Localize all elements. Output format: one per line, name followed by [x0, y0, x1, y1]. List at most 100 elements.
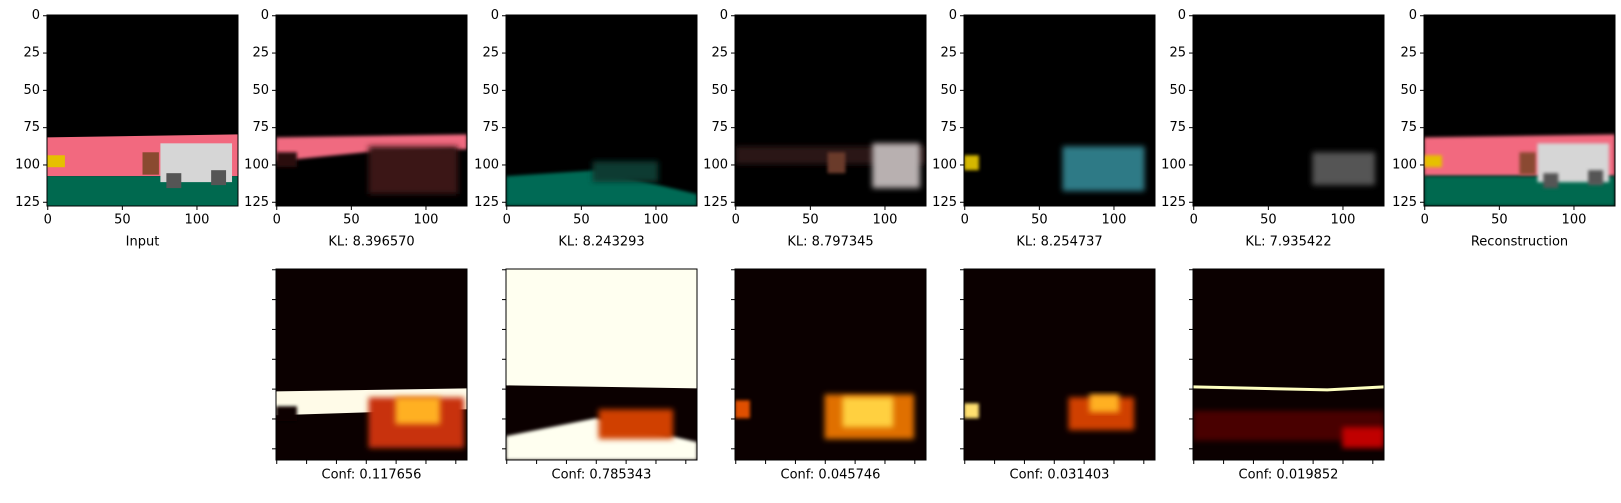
- image: [964, 146, 1145, 192]
- axes-frame: [505, 268, 698, 461]
- axes-frame: [505, 14, 698, 207]
- image-region: [276, 406, 297, 422]
- y-tick-label: 100: [932, 157, 957, 172]
- x-axis-label: KL: 7.935422: [1245, 235, 1331, 250]
- y-tick-label: 125: [15, 195, 40, 210]
- panel: 0 50 100 0 25 50 75 100 125 KL: 8.396570: [244, 8, 468, 250]
- y-tick-label: 25: [482, 46, 499, 61]
- x-tick-label: 50: [1491, 213, 1508, 228]
- image: [1424, 134, 1615, 206]
- image-region: [506, 170, 697, 206]
- x-axis-label: Conf: 0.045746: [781, 468, 881, 483]
- x-tick-label: 50: [573, 213, 590, 228]
- axes-frame: [275, 14, 468, 207]
- axes-frame: [963, 14, 1156, 207]
- y-tick-label: 125: [474, 195, 499, 210]
- y-tick-label: 0: [1178, 8, 1186, 23]
- image-region: [47, 155, 65, 168]
- y-tick-label: 0: [949, 8, 957, 23]
- image-region: [592, 161, 659, 183]
- image: [1193, 385, 1384, 449]
- x-tick-label: 0: [273, 213, 281, 228]
- y-tick-label: 25: [252, 46, 269, 61]
- image-region: [827, 152, 846, 174]
- x-axis-label: KL: 8.396570: [328, 235, 414, 250]
- panel: 0 50 100 0 25 50 75 100 125 Reconstruction: [1392, 8, 1616, 250]
- x-tick-label: 0: [732, 213, 740, 228]
- y-tick-label: 25: [1400, 46, 1417, 61]
- x-tick-label: 100: [185, 213, 210, 228]
- y-tick-label: 75: [252, 120, 269, 135]
- axes-frame: [734, 14, 927, 207]
- image-region: [1543, 173, 1559, 189]
- y-tick-label: 100: [244, 157, 269, 172]
- x-tick-label: 100: [644, 213, 669, 228]
- image-region: [1089, 394, 1120, 413]
- image-region: [395, 397, 441, 425]
- image: [506, 161, 697, 206]
- y-tick-label: 50: [711, 83, 728, 98]
- image: [735, 143, 926, 189]
- axes-frame: [1423, 14, 1616, 207]
- x-tick-label: 50: [1260, 213, 1277, 228]
- image-region: [1342, 427, 1384, 449]
- x-axis-label: Conf: 0.019852: [1239, 468, 1339, 483]
- y-tick-label: 25: [23, 46, 40, 61]
- y-tick-label: 25: [1169, 46, 1186, 61]
- panel: Conf: 0.117656: [272, 268, 468, 483]
- y-tick-label: 75: [23, 120, 40, 135]
- x-tick-label: 100: [1562, 213, 1587, 228]
- axes-frame: [275, 268, 468, 461]
- y-tick-label: 0: [261, 8, 269, 23]
- panel: Conf: 0.785343: [502, 268, 698, 483]
- panel: 0 50 100 0 25 50 75 100 125 KL: 8.254737: [932, 8, 1156, 250]
- x-axis-label: Conf: 0.117656: [322, 468, 422, 483]
- x-tick-label: 100: [1331, 213, 1356, 228]
- x-axis-label: KL: 8.797345: [787, 235, 873, 250]
- image: [47, 134, 238, 206]
- y-tick-label: 0: [491, 8, 499, 23]
- y-tick-label: 75: [482, 120, 499, 135]
- image-region: [872, 143, 921, 189]
- y-tick-label: 100: [1392, 157, 1417, 172]
- panel: Conf: 0.019852: [1189, 268, 1385, 483]
- image-region: [211, 170, 227, 186]
- image: [1312, 152, 1376, 186]
- y-tick-label: 75: [1169, 120, 1186, 135]
- y-tick-label: 50: [1169, 83, 1186, 98]
- image-region: [964, 403, 979, 419]
- y-tick-label: 0: [720, 8, 728, 23]
- image-region: [1062, 146, 1145, 192]
- y-tick-label: 125: [703, 195, 728, 210]
- panel: 0 50 100 0 25 50 75 100 125 KL: 8.243293: [474, 8, 698, 250]
- axes-frame: [46, 14, 239, 207]
- x-axis-label: Reconstruction: [1471, 235, 1568, 250]
- y-tick-label: 75: [1400, 120, 1417, 135]
- image-region: [1588, 170, 1604, 186]
- axes-frame: [734, 268, 927, 461]
- x-axis-label: Conf: 0.785343: [552, 468, 652, 483]
- y-tick-label: 50: [940, 83, 957, 98]
- image-region: [1193, 385, 1384, 392]
- image-background: [964, 269, 1155, 460]
- image-region: [1424, 155, 1442, 168]
- y-tick-label: 50: [252, 83, 269, 98]
- image-region: [166, 173, 182, 189]
- image-region: [598, 409, 674, 440]
- x-tick-label: 50: [114, 213, 131, 228]
- x-tick-label: 0: [1190, 213, 1198, 228]
- x-tick-label: 100: [873, 213, 898, 228]
- image: [506, 385, 697, 460]
- y-tick-label: 25: [711, 46, 728, 61]
- y-tick-label: 125: [244, 195, 269, 210]
- image-region: [368, 146, 459, 195]
- image-region: [735, 400, 750, 419]
- panel: Conf: 0.031403: [960, 268, 1156, 483]
- image: [964, 394, 1135, 431]
- y-tick-label: 50: [1400, 83, 1417, 98]
- y-tick-label: 125: [1161, 195, 1186, 210]
- y-tick-label: 100: [1161, 157, 1186, 172]
- x-tick-label: 100: [414, 213, 439, 228]
- y-tick-label: 75: [711, 120, 728, 135]
